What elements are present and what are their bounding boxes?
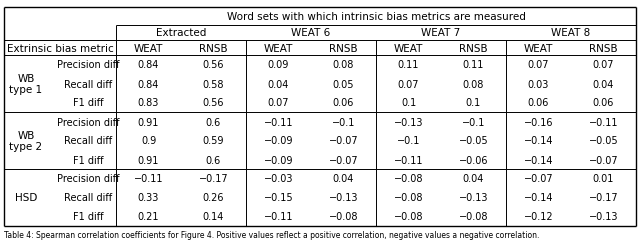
Text: −0.12: −0.12	[524, 212, 554, 222]
Text: 0.9: 0.9	[141, 136, 156, 146]
Text: −0.1: −0.1	[462, 117, 485, 127]
Text: −0.05: −0.05	[459, 136, 488, 146]
Text: −0.06: −0.06	[459, 155, 488, 165]
Text: −0.17: −0.17	[589, 193, 618, 203]
Text: −0.07: −0.07	[329, 136, 358, 146]
Text: −0.14: −0.14	[524, 155, 553, 165]
Text: −0.13: −0.13	[459, 193, 488, 203]
Text: −0.05: −0.05	[589, 136, 618, 146]
Text: −0.07: −0.07	[524, 174, 554, 184]
Text: 0.01: 0.01	[593, 174, 614, 184]
Text: −0.11: −0.11	[134, 174, 163, 184]
Text: −0.03: −0.03	[264, 174, 293, 184]
Text: Word sets with which intrinsic bias metrics are measured: Word sets with which intrinsic bias metr…	[227, 12, 525, 22]
Text: 0.06: 0.06	[593, 98, 614, 108]
Text: −0.15: −0.15	[264, 193, 293, 203]
Text: −0.08: −0.08	[394, 193, 423, 203]
Text: WEAT 7: WEAT 7	[421, 28, 461, 38]
Text: −0.1: −0.1	[397, 136, 420, 146]
Text: 0.1: 0.1	[401, 98, 416, 108]
Text: WEAT 6: WEAT 6	[291, 28, 331, 38]
Text: 0.04: 0.04	[463, 174, 484, 184]
Text: 0.04: 0.04	[593, 79, 614, 89]
Text: 0.33: 0.33	[138, 193, 159, 203]
Text: Precision diff: Precision diff	[57, 60, 119, 70]
Text: Extrinsic bias metric: Extrinsic bias metric	[6, 43, 113, 53]
Text: 0.91: 0.91	[138, 117, 159, 127]
Text: F1 diff: F1 diff	[73, 98, 103, 108]
Text: 0.07: 0.07	[268, 98, 289, 108]
Text: −0.13: −0.13	[329, 193, 358, 203]
Text: −0.08: −0.08	[459, 212, 488, 222]
Text: −0.09: −0.09	[264, 136, 293, 146]
Text: Precision diff: Precision diff	[57, 174, 119, 184]
Text: WB
type 1: WB type 1	[10, 74, 43, 95]
Text: 0.04: 0.04	[268, 79, 289, 89]
Text: 0.07: 0.07	[528, 60, 549, 70]
Text: 0.06: 0.06	[333, 98, 354, 108]
Text: HSD: HSD	[15, 193, 37, 203]
Text: −0.07: −0.07	[329, 155, 358, 165]
Text: 0.58: 0.58	[203, 79, 224, 89]
Text: Precision diff: Precision diff	[57, 117, 119, 127]
Text: −0.09: −0.09	[264, 155, 293, 165]
Text: WEAT: WEAT	[394, 43, 423, 53]
Text: 0.56: 0.56	[203, 98, 224, 108]
Text: 0.21: 0.21	[138, 212, 159, 222]
Text: 0.59: 0.59	[203, 136, 224, 146]
Text: 0.07: 0.07	[397, 79, 419, 89]
Text: 0.56: 0.56	[203, 60, 224, 70]
Text: 0.06: 0.06	[528, 98, 549, 108]
Text: 0.05: 0.05	[333, 79, 355, 89]
Text: −0.13: −0.13	[589, 212, 618, 222]
Text: 0.09: 0.09	[268, 60, 289, 70]
Text: 0.14: 0.14	[203, 212, 224, 222]
Text: 0.26: 0.26	[203, 193, 224, 203]
Text: −0.14: −0.14	[524, 136, 553, 146]
Text: 0.03: 0.03	[528, 79, 549, 89]
Text: Table 4: Spearman correlation coefficients for Figure 4. Positive values reflect: Table 4: Spearman correlation coefficien…	[4, 230, 540, 239]
Text: RNSB: RNSB	[459, 43, 488, 53]
Text: −0.11: −0.11	[394, 155, 423, 165]
Text: 0.83: 0.83	[138, 98, 159, 108]
Text: −0.08: −0.08	[394, 174, 423, 184]
Text: WEAT 8: WEAT 8	[552, 28, 591, 38]
Text: −0.08: −0.08	[329, 212, 358, 222]
Text: 0.91: 0.91	[138, 155, 159, 165]
Text: −0.17: −0.17	[198, 174, 228, 184]
Text: 0.11: 0.11	[463, 60, 484, 70]
Text: 0.04: 0.04	[333, 174, 354, 184]
Text: 0.08: 0.08	[463, 79, 484, 89]
Text: Recall diff: Recall diff	[64, 79, 112, 89]
Text: 0.84: 0.84	[138, 60, 159, 70]
Text: 0.1: 0.1	[466, 98, 481, 108]
Text: 0.84: 0.84	[138, 79, 159, 89]
Text: −0.07: −0.07	[589, 155, 618, 165]
Text: RNSB: RNSB	[199, 43, 228, 53]
Text: WEAT: WEAT	[134, 43, 163, 53]
Text: −0.16: −0.16	[524, 117, 553, 127]
Text: −0.11: −0.11	[264, 212, 293, 222]
Text: F1 diff: F1 diff	[73, 155, 103, 165]
Text: 0.07: 0.07	[593, 60, 614, 70]
Text: WEAT: WEAT	[264, 43, 293, 53]
Text: Recall diff: Recall diff	[64, 193, 112, 203]
Text: 0.11: 0.11	[398, 60, 419, 70]
Text: −0.1: −0.1	[332, 117, 355, 127]
Text: RNSB: RNSB	[589, 43, 618, 53]
Text: Extracted: Extracted	[156, 28, 206, 38]
Text: RNSB: RNSB	[329, 43, 358, 53]
Text: −0.14: −0.14	[524, 193, 553, 203]
Text: F1 diff: F1 diff	[73, 212, 103, 222]
Text: 0.6: 0.6	[206, 155, 221, 165]
Text: −0.11: −0.11	[264, 117, 293, 127]
Text: −0.08: −0.08	[394, 212, 423, 222]
Text: WEAT: WEAT	[524, 43, 553, 53]
Text: 0.08: 0.08	[333, 60, 354, 70]
Text: −0.13: −0.13	[394, 117, 423, 127]
Text: 0.6: 0.6	[206, 117, 221, 127]
Text: −0.11: −0.11	[589, 117, 618, 127]
Text: Recall diff: Recall diff	[64, 136, 112, 146]
Text: WB
type 2: WB type 2	[10, 130, 43, 152]
